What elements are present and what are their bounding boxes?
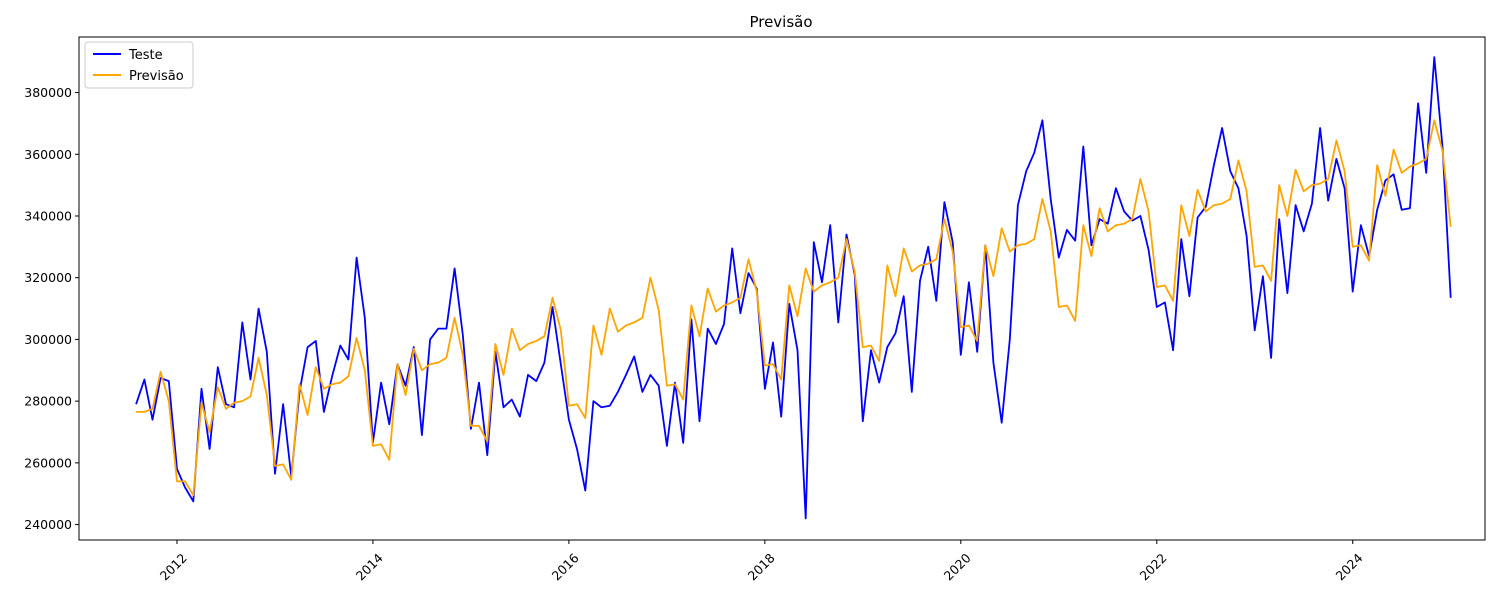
y-tick-label: 320000 [24, 270, 72, 285]
legend-label-previsao: Previsão [129, 69, 184, 84]
y-tick-label: 280000 [24, 394, 72, 409]
series-layer [135, 56, 1452, 520]
chart-title: Previsão [749, 13, 812, 31]
y-tick-label: 340000 [24, 208, 72, 223]
y-tick-label: 360000 [24, 147, 72, 162]
y-tick-label: 300000 [24, 332, 72, 347]
y-tick-label: 240000 [24, 517, 72, 532]
axes-frame [78, 36, 1486, 541]
series-line-previsao [136, 119, 1452, 497]
y-tick-label: 260000 [24, 455, 72, 470]
series-line-teste [135, 56, 1452, 520]
legend-label-teste: Teste [128, 48, 163, 63]
y-tick-label: 380000 [24, 85, 72, 100]
legend: Teste Previsão [84, 41, 194, 89]
plot-area: 240000 260000 280000 300000 320000 340000 3600… [24, 36, 1486, 583]
y-axis: 240000 260000 280000 300000 320000 340000 3600… [24, 85, 79, 532]
